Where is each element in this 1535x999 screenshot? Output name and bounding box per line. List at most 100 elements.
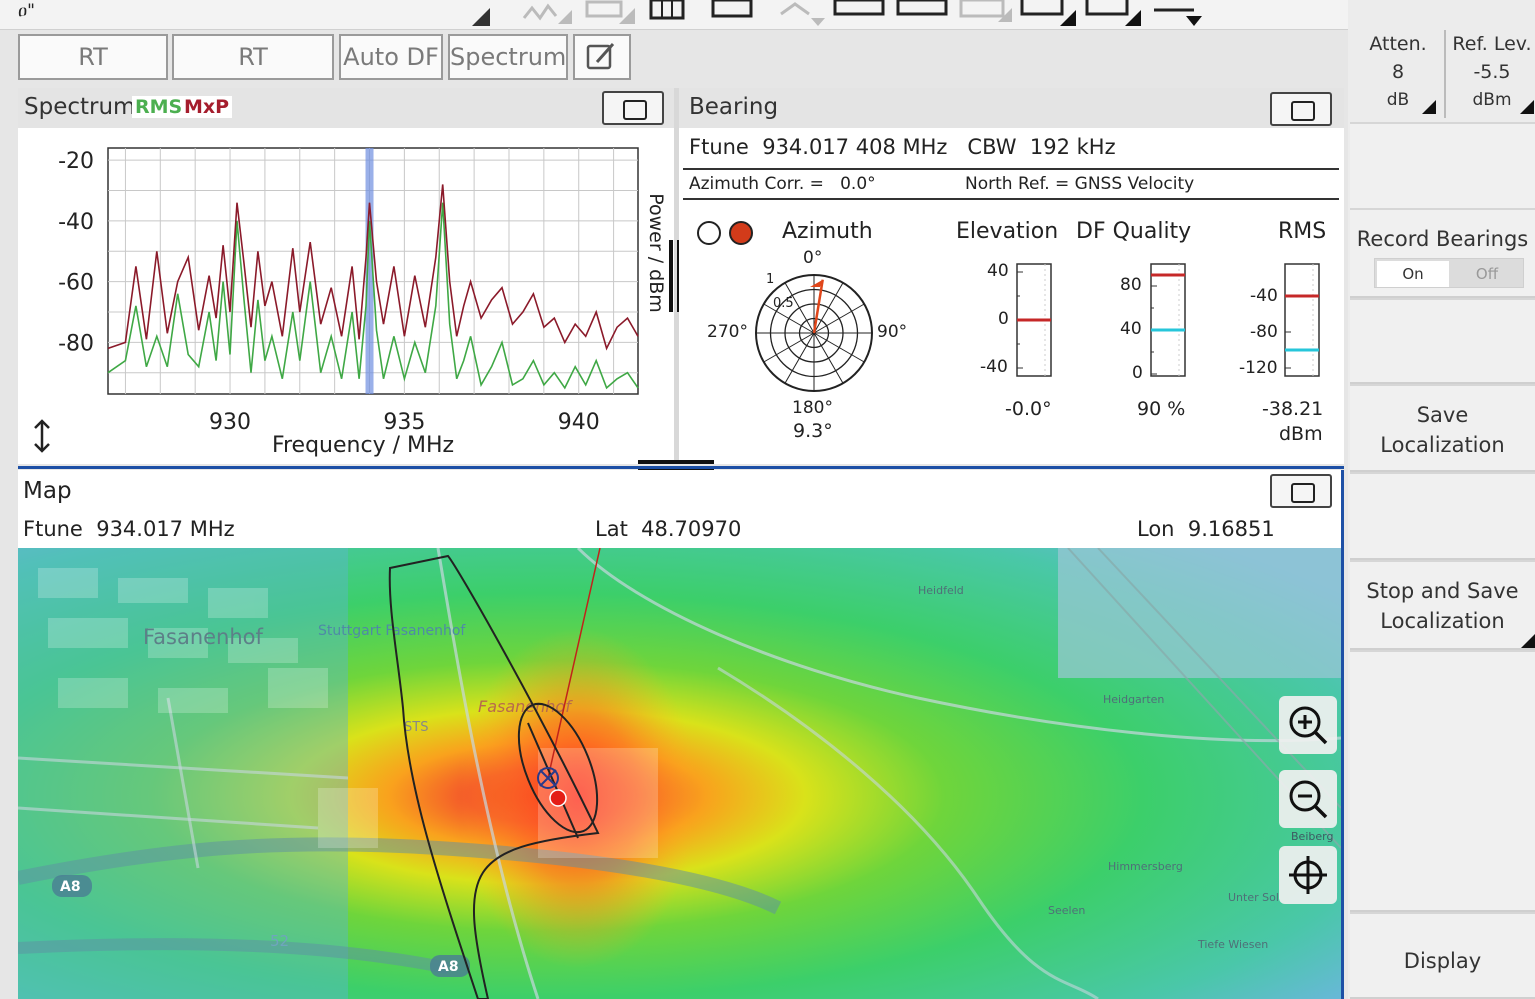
softkey-empty-3[interactable] <box>1350 472 1535 560</box>
trace-3-icon[interactable] <box>958 0 1014 24</box>
map-panel-title: Map <box>23 478 72 504</box>
place-label: Beiberg <box>1291 830 1333 843</box>
display-softkey[interactable]: Display <box>1350 912 1535 999</box>
y-tick-label: -20 <box>58 149 94 174</box>
window-icon[interactable] <box>710 0 756 22</box>
softkey-empty-4[interactable] <box>1350 650 1535 912</box>
x-tick-label: 930 <box>209 410 251 435</box>
tab-rt-streaming[interactable]: RT Streaming <box>172 34 334 113</box>
azimuth-label-90: 90° <box>877 322 908 342</box>
map-canvas[interactable]: Fasanenhof Stuttgart Fasanenhof Fasanenh… <box>18 548 1341 999</box>
place-label: Heidgarten <box>1103 693 1164 706</box>
stop-and-save-localization-button[interactable]: Stop and Save Localization <box>1350 560 1535 650</box>
dropdown-corner-icon[interactable] <box>470 6 490 26</box>
marker-tool-icon[interactable] <box>585 0 637 26</box>
polar-spoke <box>813 332 865 363</box>
place-label: Seelen <box>1048 904 1085 917</box>
series-line-rms <box>107 202 639 390</box>
attenuation-softkey[interactable]: Atten. 8 dB <box>1352 30 1446 118</box>
detector-icon[interactable] <box>1018 0 1078 26</box>
record-bearings-off[interactable]: Off <box>1475 265 1499 283</box>
edit-tabs-button[interactable] <box>573 34 631 80</box>
center-position-button[interactable] <box>1279 846 1337 904</box>
edit-icon <box>586 43 615 70</box>
azimuth-label-180: 180° <box>792 398 833 418</box>
tab-spectrum[interactable]: Spectrum <box>448 34 568 80</box>
place-label: Tiefe Wiesen <box>1197 938 1268 951</box>
polar-spoke <box>763 303 815 334</box>
y-axis-label: Power / dBm <box>645 193 667 313</box>
trace-2-icon[interactable] <box>895 0 951 20</box>
spectrum-panel: Spectrum RMS MxP -20 -40 -60 -80 930 935 940 Fr… <box>18 88 674 464</box>
elevation-label: Elevation <box>956 219 1059 244</box>
reference-level-value: -5.5 <box>1473 61 1511 83</box>
polar-spoke <box>813 282 844 334</box>
scale-arrows-icon[interactable] <box>30 418 54 454</box>
bearing-panel-header: Bearing <box>679 88 1344 128</box>
series-line-mxp <box>107 184 639 351</box>
record-bearings-toggle[interactable]: On Off <box>1374 258 1524 288</box>
map-view[interactable]: Fasanenhof Stuttgart Fasanenhof Fasanenh… <box>18 548 1341 999</box>
azimuth-label-270: 270° <box>707 322 748 342</box>
attenuation-value: 8 <box>1391 61 1405 83</box>
map-maximize-button[interactable] <box>1270 474 1332 508</box>
y-tick-label: -40 <box>58 210 94 235</box>
spectrum-panel-title: Spectrum <box>24 94 136 120</box>
softkey-empty-1[interactable] <box>1350 122 1535 212</box>
bearing-panel: Bearing Ftune 934.017 408 MHz CBW 192 kH… <box>679 88 1344 464</box>
elevation-tick: 40 <box>987 261 1009 281</box>
tab-rt-spectrum[interactable]: RT Spectrum <box>18 34 168 113</box>
waveform-icon[interactable] <box>520 0 580 26</box>
rms-unit: dBm <box>1279 423 1323 445</box>
bearing-panel-title: Bearing <box>689 94 779 120</box>
vertical-splitter[interactable] <box>674 88 679 464</box>
spectrum-chart[interactable]: -20 -40 -60 -80 930 935 940 Frequency / MHz Powe… <box>18 128 674 464</box>
tab-auto-df[interactable]: Auto DF <box>339 34 443 80</box>
softkey-bar: Atten. 8 dB Ref. Lev. -5.5 dBm Record Be… <box>1348 0 1535 999</box>
save-localization-button[interactable]: Save Localization <box>1350 384 1535 472</box>
bearing-maximize-button[interactable] <box>1270 92 1332 126</box>
azimuth-label: Azimuth <box>782 219 873 244</box>
map-header: Map Ftune 934.017 MHz Lat 48.70970 Lon 9… <box>18 470 1341 548</box>
polar-spoke <box>813 303 865 334</box>
softkey-empty-2[interactable] <box>1350 298 1535 384</box>
azimuth-label-0: 0° <box>803 248 823 268</box>
mxp-trace-label[interactable]: MxP <box>181 96 233 118</box>
y-tick-label: -60 <box>58 271 94 296</box>
trace-1-icon[interactable] <box>832 0 888 20</box>
attenuation-label: Atten. <box>1369 33 1427 55</box>
x-tick-label: 940 <box>558 410 600 435</box>
azimuth-polar-plot <box>755 274 873 392</box>
north-reference: North Ref. = GNSS Velocity <box>965 174 1195 194</box>
polar-spoke <box>784 282 815 334</box>
bearing-indicator-toggle[interactable] <box>695 218 757 248</box>
spectrum-maximize-button[interactable] <box>602 91 664 125</box>
df-quality-tick: 40 <box>1120 319 1142 339</box>
record-bearings-on[interactable]: On <box>1377 261 1449 287</box>
menu-dropdown-icon[interactable] <box>1150 0 1210 30</box>
averaging-icon[interactable] <box>1083 0 1143 26</box>
zoom-in-button[interactable] <box>1279 696 1337 754</box>
current-position-marker <box>549 789 567 807</box>
road-label: 52 <box>270 932 289 950</box>
table-icon[interactable] <box>648 0 688 22</box>
rms-trace-label[interactable]: RMS <box>132 96 186 118</box>
zoom-out-button[interactable] <box>1279 770 1337 828</box>
save-localization-line1: Save <box>1416 403 1469 427</box>
elevation-tick: -40 <box>980 357 1008 377</box>
x-tick-label: 935 <box>383 410 425 435</box>
map-panel: Map Ftune 934.017 MHz Lat 48.70970 Lon 9… <box>18 470 1344 999</box>
peak-marker-icon[interactable] <box>775 0 831 28</box>
place-label: Fasanenhof <box>478 697 573 716</box>
rms-tick: -80 <box>1250 322 1278 342</box>
rms-value: -38.21 <box>1262 398 1324 420</box>
reference-level-unit: dBm <box>1472 90 1512 110</box>
horizontal-splitter[interactable] <box>18 466 1344 469</box>
elevation-value: -0.0° <box>1005 398 1052 420</box>
df-quality-tick: 0 <box>1132 363 1143 383</box>
attenuation-unit: dB <box>1386 90 1410 110</box>
antenna-icon[interactable]: ዐ" <box>18 1 35 21</box>
polar-spoke <box>784 332 815 384</box>
reference-level-softkey[interactable]: Ref. Lev. -5.5 dBm <box>1446 30 1535 118</box>
